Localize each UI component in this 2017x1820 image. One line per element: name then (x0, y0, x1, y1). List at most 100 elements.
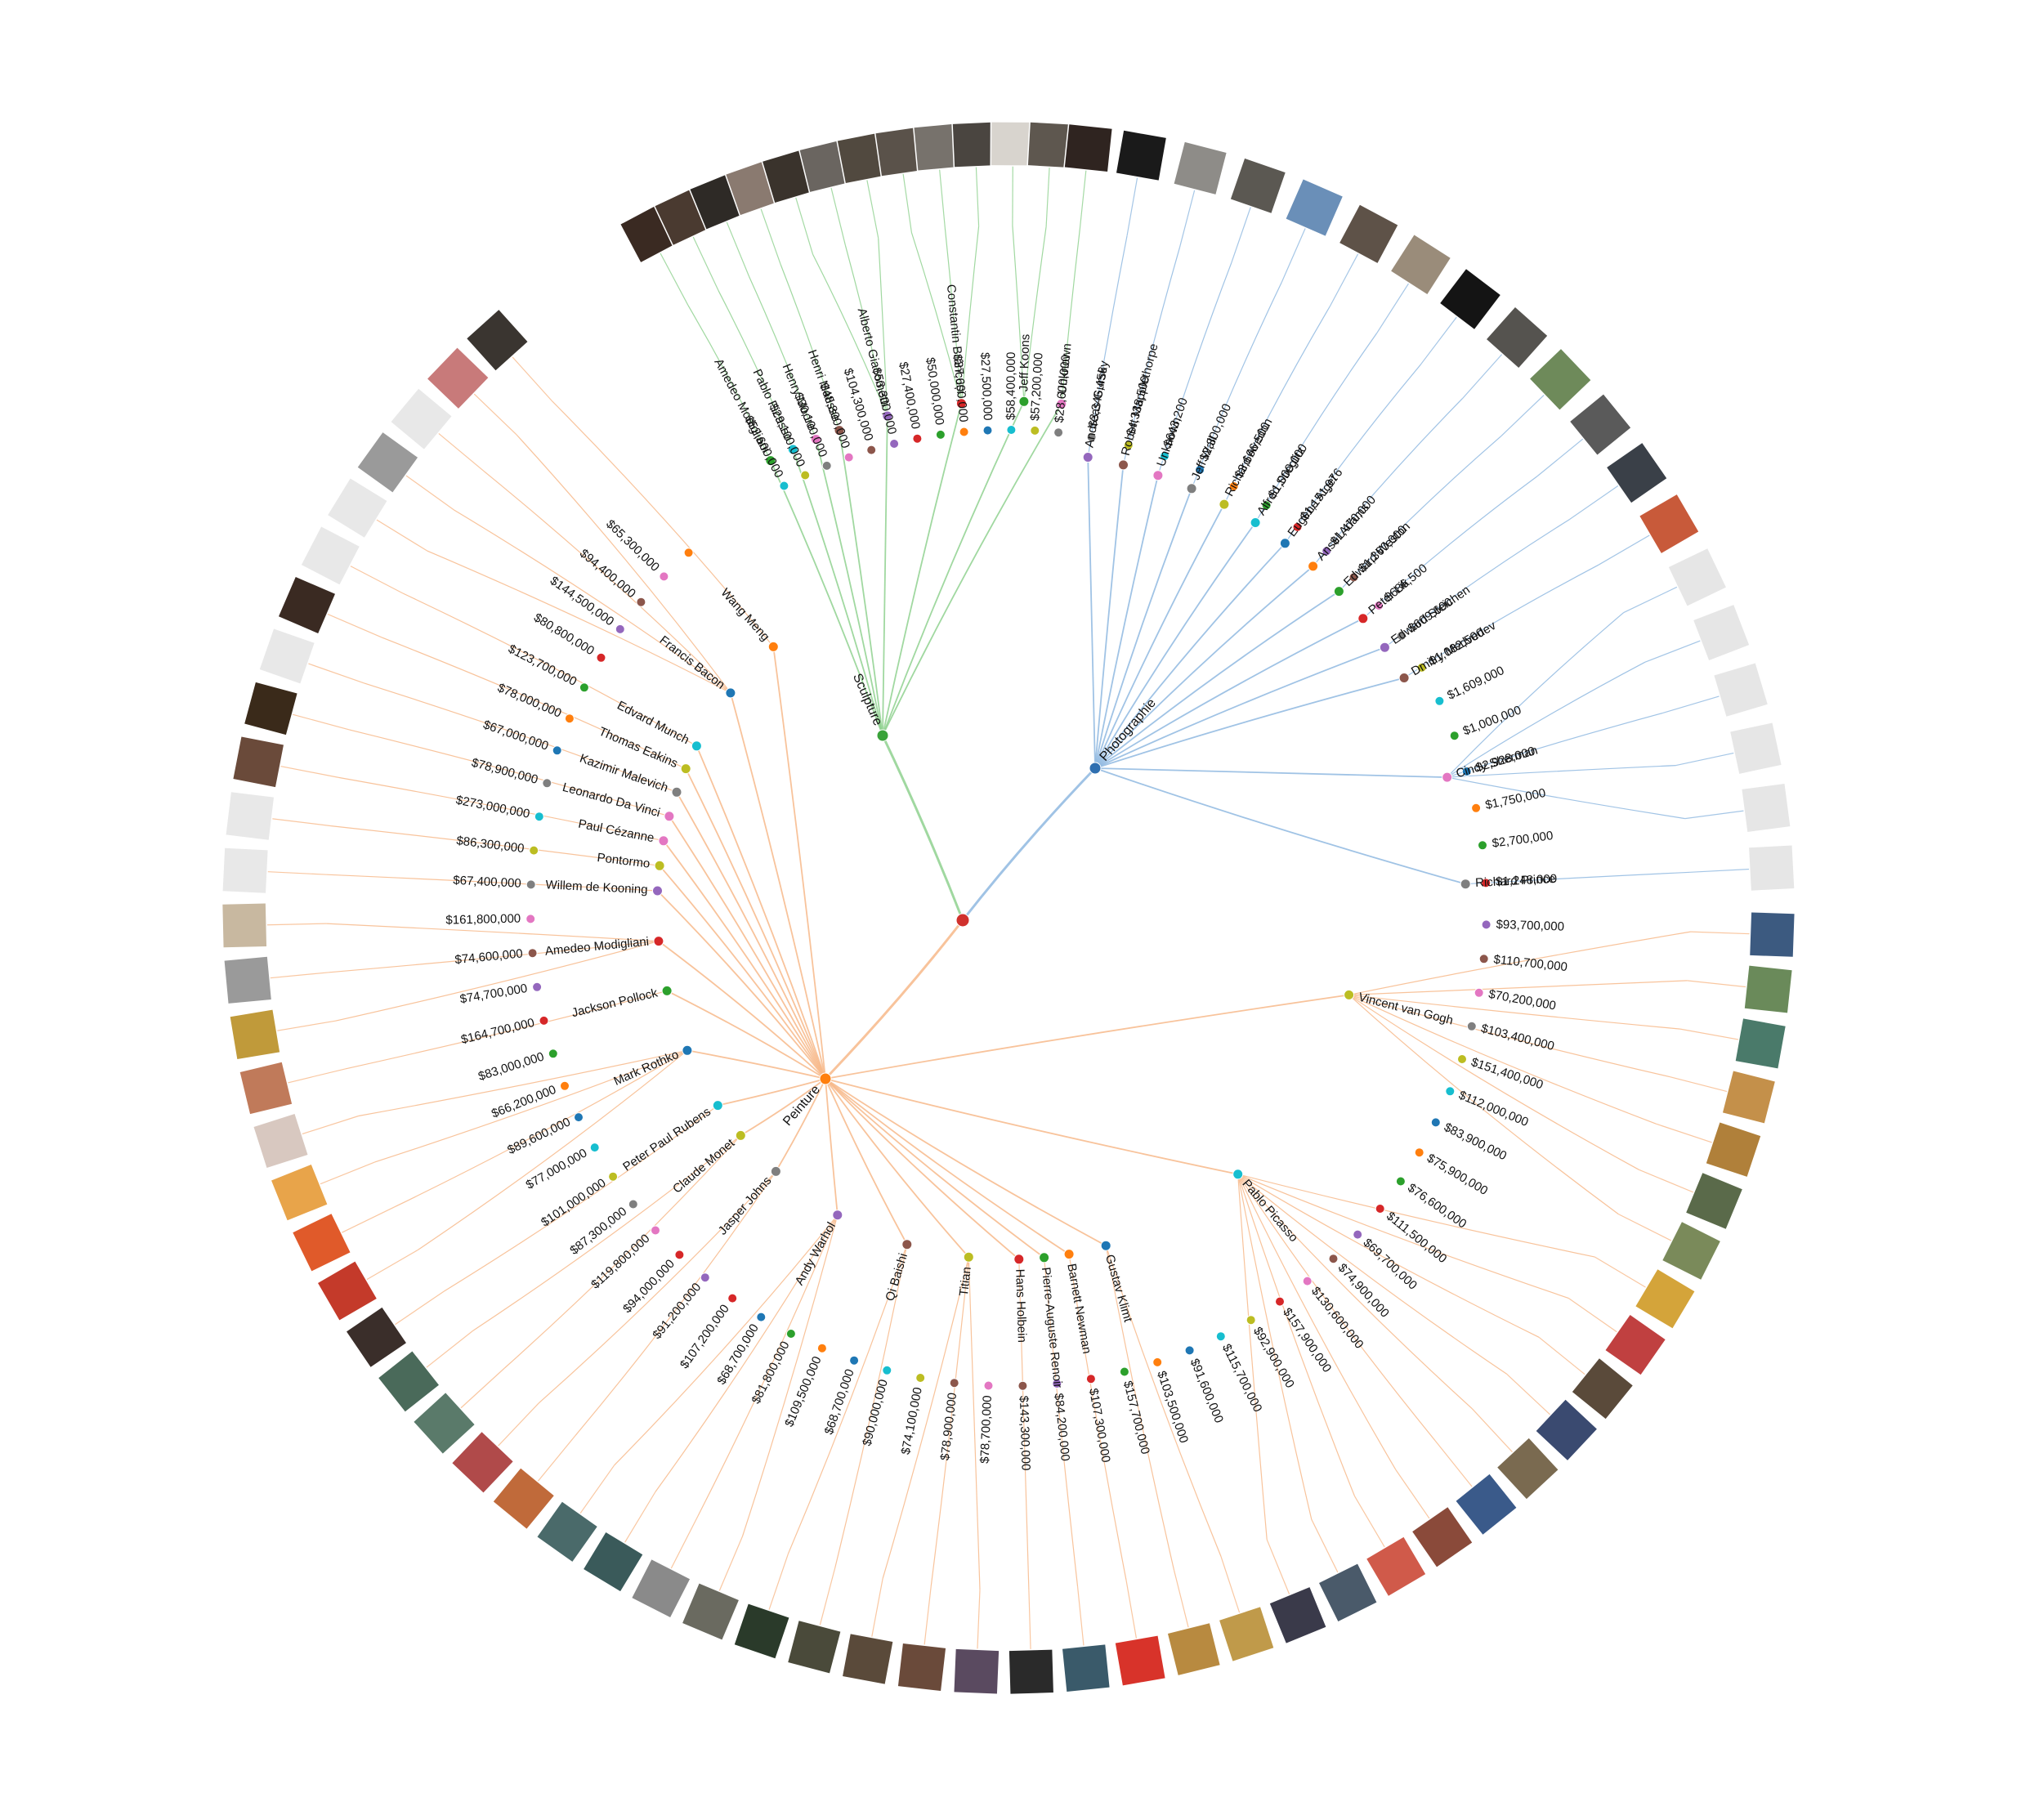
artwork-thumbnail[interactable] (1570, 1357, 1635, 1421)
artwork-thumbnail[interactable] (1733, 1017, 1787, 1071)
artwork-thumbnail[interactable] (425, 346, 490, 411)
work-node[interactable] (552, 745, 562, 756)
artwork-thumbnail[interactable] (1115, 129, 1168, 182)
work-node[interactable] (659, 571, 669, 582)
artwork-thumbnail[interactable] (897, 1642, 947, 1693)
artwork-thumbnail[interactable] (1172, 141, 1228, 196)
artist-node[interactable] (901, 1239, 913, 1250)
artwork-thumbnail[interactable] (252, 1112, 310, 1169)
work-node[interactable] (1292, 521, 1303, 532)
work-node[interactable] (548, 1049, 558, 1059)
work-node[interactable] (949, 1378, 959, 1388)
artwork-thumbnail[interactable] (1748, 910, 1796, 959)
work-node[interactable] (1052, 1379, 1062, 1388)
work-node[interactable] (1119, 1366, 1129, 1377)
artwork-thumbnail[interactable] (1166, 1621, 1222, 1677)
work-node[interactable] (983, 1380, 994, 1391)
artist-node[interactable] (680, 763, 691, 775)
artwork-thumbnail[interactable] (1496, 1436, 1560, 1501)
artwork-thumbnail[interactable] (221, 902, 268, 949)
artist-node[interactable] (654, 860, 665, 871)
work-node[interactable] (1466, 1021, 1477, 1031)
artwork-thumbnail[interactable] (1603, 1312, 1667, 1377)
work-node[interactable] (1184, 1345, 1195, 1356)
work-node[interactable] (1152, 1357, 1163, 1367)
artwork-thumbnail[interactable] (291, 1212, 352, 1273)
work-node[interactable] (1030, 425, 1040, 436)
work-node[interactable] (579, 682, 589, 693)
artist-node[interactable] (1219, 499, 1230, 510)
artist-node[interactable] (1152, 470, 1164, 481)
artist-node[interactable] (882, 410, 893, 422)
work-node[interactable] (683, 548, 694, 558)
artist-node[interactable] (1100, 1240, 1111, 1251)
work-node[interactable] (912, 433, 923, 444)
artwork-thumbnail[interactable] (1454, 1472, 1518, 1536)
artist-node[interactable] (955, 398, 967, 409)
work-node[interactable] (1374, 601, 1384, 610)
artwork-thumbnail[interactable] (257, 627, 316, 686)
work-node[interactable] (1414, 1147, 1424, 1158)
artwork-thumbnail[interactable] (1438, 267, 1502, 331)
artist-node[interactable] (1056, 398, 1067, 409)
work-node[interactable] (564, 713, 575, 724)
work-node[interactable] (1416, 662, 1427, 673)
work-node[interactable] (560, 1080, 570, 1091)
work-node[interactable] (1195, 464, 1205, 475)
work-node[interactable] (1430, 1117, 1441, 1128)
work-node[interactable] (1478, 840, 1487, 851)
work-node[interactable] (1261, 500, 1272, 511)
work-node[interactable] (1478, 954, 1489, 964)
work-node[interactable] (1481, 878, 1492, 888)
artist-node[interactable] (770, 1165, 781, 1177)
artist-node[interactable] (735, 1129, 746, 1141)
artwork-thumbnail[interactable] (1411, 1505, 1474, 1569)
artwork-thumbnail[interactable] (222, 955, 273, 1005)
artwork-thumbnail[interactable] (1063, 123, 1114, 173)
artwork-thumbnail[interactable] (1317, 1562, 1379, 1623)
category-node-sculpture[interactable] (876, 729, 889, 742)
work-node[interactable] (1328, 1254, 1339, 1264)
artwork-thumbnail[interactable] (1638, 493, 1701, 555)
work-node[interactable] (628, 1199, 638, 1210)
work-node[interactable] (1086, 432, 1097, 442)
work-node[interactable] (529, 845, 539, 856)
artist-node[interactable] (653, 936, 664, 947)
artwork-thumbnail[interactable] (1634, 1268, 1697, 1330)
work-node[interactable] (779, 481, 789, 491)
artist-node[interactable] (765, 455, 776, 467)
artist-node[interactable] (1013, 1254, 1025, 1265)
work-node[interactable] (527, 948, 538, 959)
artwork-thumbnail[interactable] (952, 1648, 1000, 1696)
work-node[interactable] (821, 460, 832, 471)
artwork-thumbnail[interactable] (243, 680, 299, 737)
artist-node[interactable] (1082, 452, 1093, 463)
work-node[interactable] (596, 652, 606, 663)
work-node[interactable] (1006, 425, 1017, 435)
artist-node[interactable] (725, 687, 736, 699)
artwork-thumbnail[interactable] (356, 431, 420, 494)
work-node[interactable] (756, 1312, 767, 1322)
artwork-thumbnail[interactable] (1661, 1220, 1722, 1281)
artwork-thumbnail[interactable] (450, 1430, 515, 1495)
category-node-photographie[interactable] (1089, 762, 1102, 775)
artist-node[interactable] (1039, 1252, 1050, 1263)
artwork-thumbnail[interactable] (582, 1530, 645, 1594)
artwork-thumbnail[interactable] (1389, 233, 1452, 297)
work-node[interactable] (1348, 572, 1359, 583)
artist-node[interactable] (712, 1100, 723, 1111)
artist-node[interactable] (652, 885, 663, 897)
work-node[interactable] (532, 982, 543, 992)
artwork-thumbnail[interactable] (412, 1391, 476, 1456)
work-node[interactable] (785, 1329, 796, 1339)
work-node[interactable] (1395, 1176, 1406, 1187)
artist-node[interactable] (671, 786, 682, 798)
artwork-thumbnail[interactable] (1568, 392, 1633, 457)
category-node-peinture[interactable] (819, 1072, 832, 1085)
work-node[interactable] (1481, 919, 1492, 930)
work-node[interactable] (1474, 987, 1484, 998)
work-node[interactable] (935, 429, 946, 440)
work-node[interactable] (615, 624, 625, 634)
artwork-thumbnail[interactable] (1338, 203, 1400, 265)
work-node[interactable] (542, 778, 552, 789)
